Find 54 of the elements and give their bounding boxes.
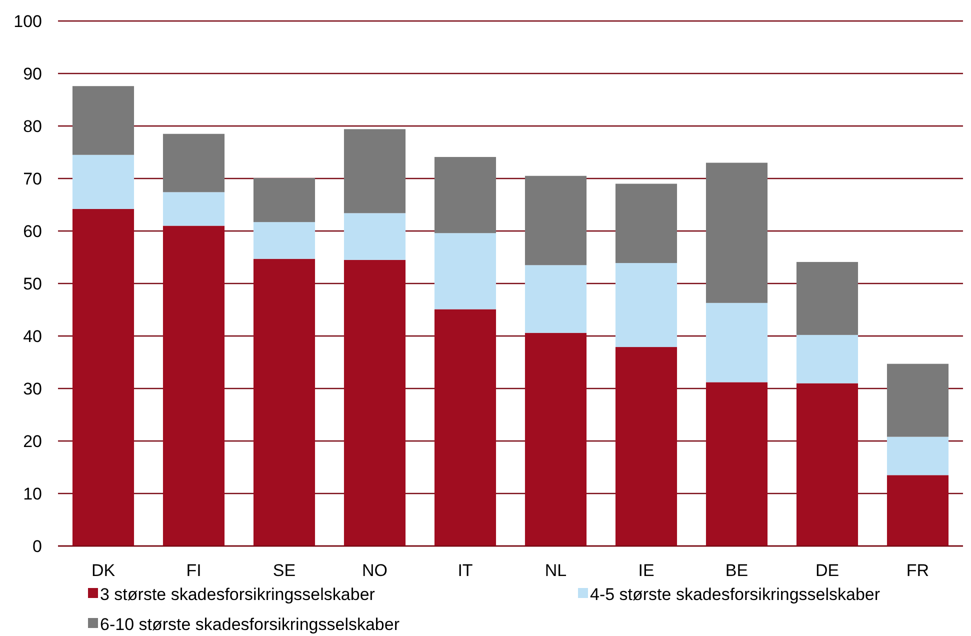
bar [886, 436, 949, 476]
bar [706, 302, 768, 382]
y-tick-label: 0 [32, 536, 42, 556]
bar [796, 383, 858, 546]
x-tick-label: NO [362, 561, 388, 580]
bar [344, 213, 406, 260]
y-tick-label: 60 [23, 222, 42, 241]
x-tick-label: SE [272, 561, 296, 580]
bar [796, 334, 858, 384]
legend-label: 6-10 største skadesforsikringsselskaber [100, 614, 400, 634]
y-tick-label: 20 [23, 432, 42, 451]
bar [615, 184, 678, 264]
x-tick-label: BE [725, 561, 748, 580]
bar [706, 162, 768, 303]
bar [253, 258, 316, 546]
y-tick-label: 100 [14, 12, 42, 31]
bar [162, 226, 225, 546]
bar [615, 263, 678, 348]
bar [344, 129, 406, 214]
y-tick-label: 10 [23, 484, 42, 504]
bar [72, 154, 134, 209]
bar [796, 262, 858, 335]
bar [344, 260, 406, 546]
bar [886, 475, 949, 546]
bar [434, 233, 496, 310]
y-tick-label: 80 [23, 116, 42, 136]
bar [253, 222, 316, 259]
x-tick-label: FR [906, 561, 930, 580]
bar [72, 86, 134, 155]
bar [615, 347, 678, 546]
y-tick-label: 50 [23, 274, 42, 294]
x-tick-label: IE [638, 561, 654, 580]
y-tick-label: 30 [23, 379, 42, 398]
bar [162, 134, 225, 192]
y-tick-label: 70 [23, 169, 42, 188]
bar [524, 332, 587, 546]
x-tick-label: DE [815, 561, 840, 580]
bar [253, 178, 316, 222]
bar [162, 192, 225, 226]
x-tick-label: IT [458, 561, 473, 580]
y-tick-label: 40 [23, 326, 42, 346]
bar [524, 265, 587, 333]
y-tick-label: 90 [23, 64, 42, 84]
x-tick-label: DK [91, 561, 116, 580]
legend-label: 4-5 største skadesforsikringsselskaber [590, 584, 880, 604]
bar [886, 364, 949, 437]
bar [72, 208, 134, 546]
bar [524, 176, 587, 266]
x-tick-label: FI [186, 561, 202, 580]
bar [434, 309, 496, 546]
bar [434, 156, 496, 234]
bar [706, 382, 768, 546]
x-tick-label: NL [544, 561, 567, 580]
legend-label: 3 største skadesforsikringsselskaber [100, 584, 376, 604]
